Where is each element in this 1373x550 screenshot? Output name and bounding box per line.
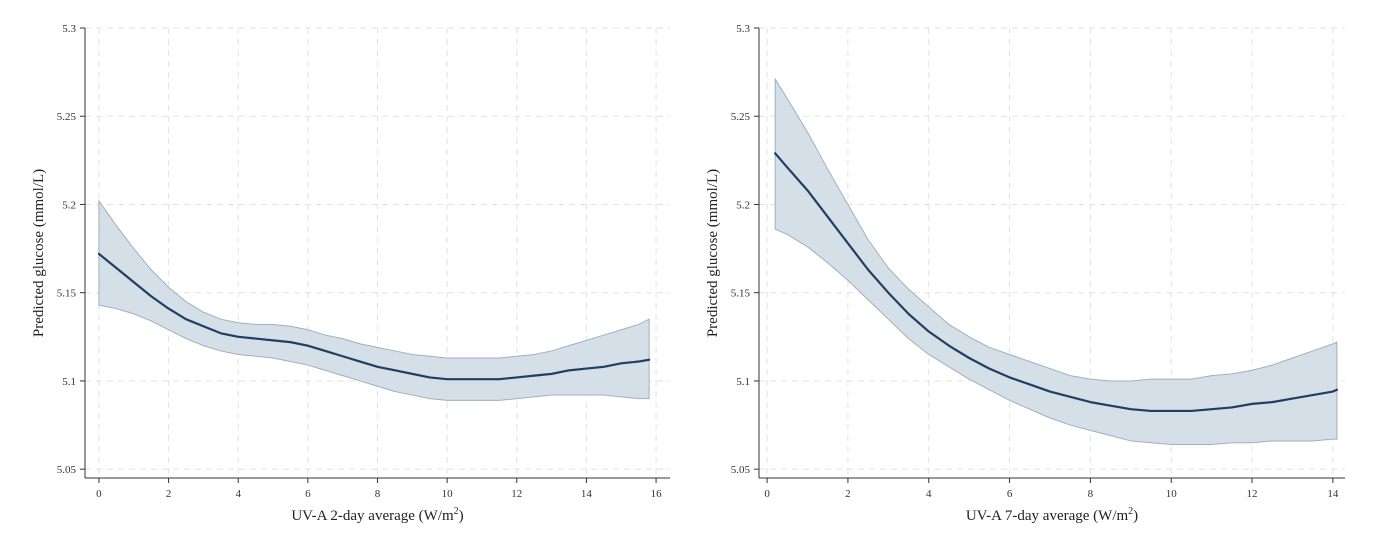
x-tick-label: 10 xyxy=(1166,488,1178,500)
x-tick-label: 16 xyxy=(651,488,663,500)
x-tick-label: 12 xyxy=(511,488,522,500)
y-axis-title: Predicted glucose (mmol/L) xyxy=(705,169,721,337)
chart-panel-1: 5.05 5.1 5.15 5.2 5.25 5.3 0 2 4 6 8 10 12 14 16 UV-A 2… xyxy=(31,23,670,524)
x-tick-label: 8 xyxy=(1088,488,1094,500)
x-tick-label: 14 xyxy=(581,488,593,500)
x-tick-label: 4 xyxy=(926,488,932,500)
x-axis-title-tail: ) xyxy=(1133,508,1138,524)
x-axis-title: UV-A 2-day average (W/m2) xyxy=(291,506,463,524)
x-tick-label: 12 xyxy=(1247,488,1258,500)
x-tick-label: 8 xyxy=(375,488,381,500)
x-tick-label: 4 xyxy=(235,488,241,500)
y-tick-label: 5.15 xyxy=(731,288,751,300)
series-line xyxy=(97,252,651,381)
x-axis-title-tail: ) xyxy=(459,508,464,524)
y-axis-title: Predicted glucose (mmol/L) xyxy=(31,169,47,337)
confidence-band xyxy=(98,199,650,401)
x-tick-label: 0 xyxy=(96,488,102,500)
y-tick-label: 5.15 xyxy=(57,288,77,300)
y-tick-label: 5.1 xyxy=(62,376,76,388)
y-tick-label: 5.05 xyxy=(731,464,751,476)
x-tick-label: 10 xyxy=(442,488,454,500)
y-tick-label: 5.25 xyxy=(731,111,751,123)
y-tick-label: 5.3 xyxy=(736,23,750,35)
x-tick-label: 14 xyxy=(1327,488,1339,500)
confidence-band xyxy=(774,77,1338,445)
x-axis-title-superscript: 2 xyxy=(1128,506,1133,517)
x-tick-label: 2 xyxy=(166,488,172,500)
y-tick-label: 5.2 xyxy=(62,199,76,211)
x-tick-label: 0 xyxy=(764,488,770,500)
y-tick-label: 5.2 xyxy=(736,199,750,211)
series-line xyxy=(774,152,1339,413)
chart-panel-2: 5.05 5.1 5.15 5.2 5.25 5.3 0 2 4 6 8 10 12 14 UV-A 7-d… xyxy=(705,23,1345,524)
x-axis-title: UV-A 7-day average (W/m2) xyxy=(966,506,1138,524)
x-tick-label: 2 xyxy=(845,488,851,500)
x-axis-title-main: UV-A 7-day average (W/m xyxy=(966,508,1129,524)
y-tick-label: 5.1 xyxy=(736,376,750,388)
x-axis-title-superscript: 2 xyxy=(454,506,459,517)
y-tick-label: 5.25 xyxy=(57,111,77,123)
x-tick-label: 6 xyxy=(1007,488,1013,500)
y-tick-label: 5.3 xyxy=(62,23,76,35)
x-axis-title-main: UV-A 2-day average (W/m xyxy=(291,508,454,524)
x-tick-label: 6 xyxy=(305,488,311,500)
y-tick-label: 5.05 xyxy=(57,464,77,476)
